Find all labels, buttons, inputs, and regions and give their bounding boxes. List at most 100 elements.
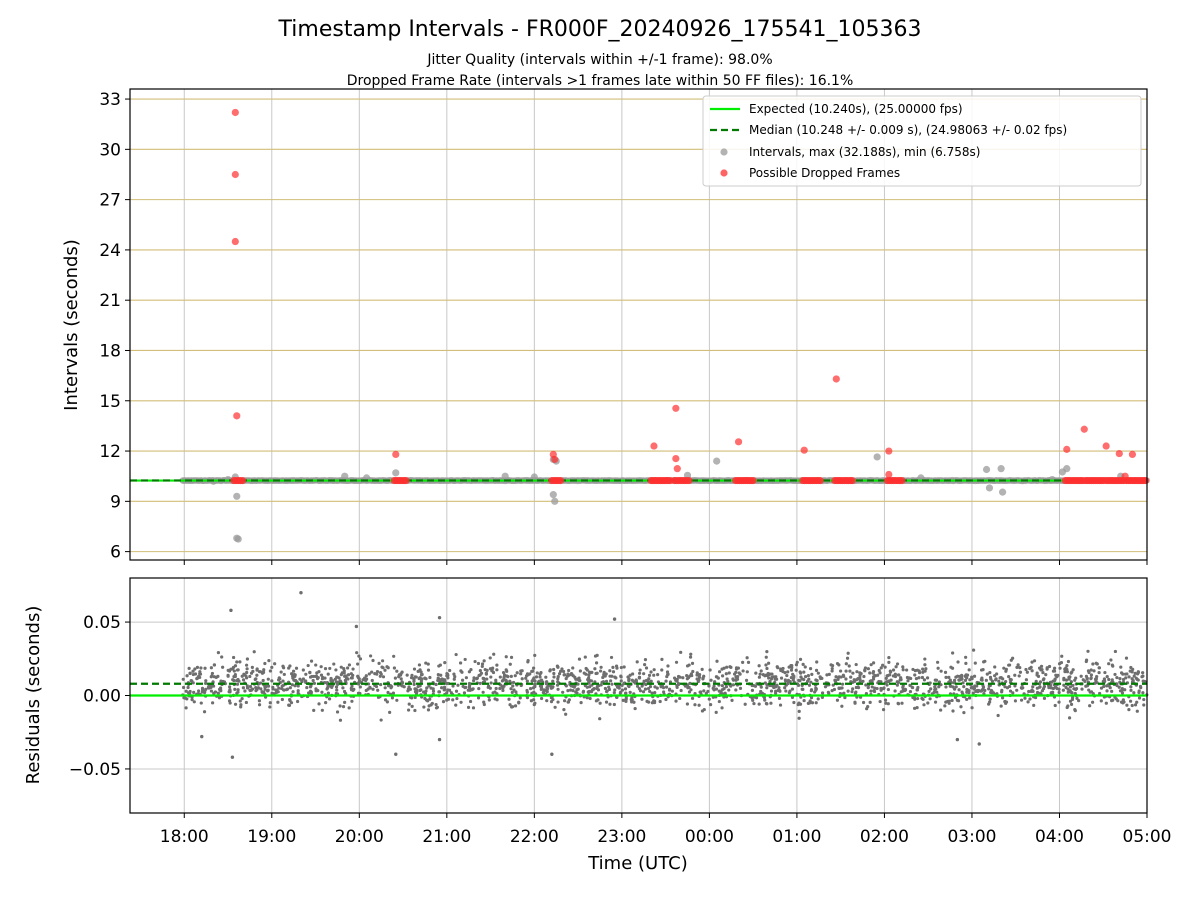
residual-point xyxy=(443,661,447,665)
residual-point xyxy=(922,703,926,707)
residual-point xyxy=(953,687,957,691)
residual-point xyxy=(628,690,632,694)
residual-point xyxy=(662,690,666,694)
residual-point xyxy=(399,677,403,681)
residual-point xyxy=(1116,699,1120,703)
residual-point xyxy=(463,657,467,662)
residual-point xyxy=(530,669,534,673)
residual-point xyxy=(277,676,281,680)
residual-point xyxy=(379,718,383,722)
residual-point xyxy=(1025,670,1029,674)
residual-point xyxy=(988,671,992,675)
residual-point xyxy=(951,709,955,713)
residual-point xyxy=(593,680,597,684)
residual-point xyxy=(560,667,564,671)
residual-point xyxy=(460,670,464,674)
residual-point xyxy=(830,663,835,668)
residual-point xyxy=(473,659,477,664)
residual-point xyxy=(1002,666,1006,670)
residual-point xyxy=(268,669,273,673)
residual-point xyxy=(568,688,573,692)
residual-point xyxy=(261,678,265,683)
residual-point xyxy=(1000,696,1005,700)
residual-point xyxy=(983,688,987,693)
residual-point xyxy=(910,685,914,689)
residual-point xyxy=(1068,689,1072,693)
residual-point xyxy=(758,672,762,676)
residual-point xyxy=(555,683,560,687)
residual-point xyxy=(587,673,591,677)
residual-point xyxy=(587,670,592,674)
residual-point xyxy=(420,677,424,681)
residual-point xyxy=(548,669,552,673)
residual-point xyxy=(810,701,815,705)
residual-point xyxy=(1124,656,1129,660)
residuals-y-tick-label: 0.00 xyxy=(83,687,121,707)
residual-point xyxy=(757,664,761,668)
residual-point xyxy=(285,687,290,691)
residual-point xyxy=(686,675,691,680)
residual-point xyxy=(341,686,345,690)
dropped-frame-point xyxy=(1102,442,1110,450)
residual-point xyxy=(181,685,186,690)
residual-point xyxy=(767,676,771,680)
residual-point xyxy=(1142,703,1146,707)
residual-point xyxy=(649,670,653,674)
residual-point xyxy=(477,673,481,678)
residual-point xyxy=(494,686,498,691)
residual-point xyxy=(913,697,917,701)
residual-point xyxy=(1084,674,1089,679)
residual-point xyxy=(1118,689,1123,693)
residual-point xyxy=(184,706,188,710)
residual-point xyxy=(1110,699,1114,703)
residual-point xyxy=(784,679,788,683)
residual-point xyxy=(197,675,201,679)
residual-point xyxy=(893,674,898,679)
residual-point xyxy=(792,674,796,678)
residual-point xyxy=(323,667,328,671)
residual-point xyxy=(237,679,241,683)
residual-point xyxy=(289,701,294,705)
residual-point xyxy=(954,685,958,689)
residual-point xyxy=(578,669,582,673)
dropped-frame-point xyxy=(1080,425,1088,433)
residual-point xyxy=(338,718,343,722)
residual-point xyxy=(290,683,294,687)
residual-point xyxy=(1091,700,1095,704)
residual-point xyxy=(266,684,271,688)
residual-point xyxy=(943,704,947,708)
residual-point xyxy=(1094,661,1098,665)
residual-point xyxy=(1125,672,1129,676)
residual-point xyxy=(419,688,423,692)
residual-point xyxy=(757,702,761,706)
residual-point xyxy=(809,689,813,693)
residual-point xyxy=(972,687,976,691)
dropped-frame-point xyxy=(231,170,239,179)
residual-point xyxy=(485,668,489,672)
residual-point xyxy=(305,685,309,690)
residual-point xyxy=(883,698,888,702)
residual-point xyxy=(271,687,275,691)
intervals-y-tick-label: 30 xyxy=(99,140,121,160)
residual-point xyxy=(562,708,566,712)
residual-point xyxy=(437,690,442,694)
residual-point xyxy=(637,671,642,675)
residual-point xyxy=(765,650,769,654)
residual-point xyxy=(773,677,777,681)
residual-point xyxy=(1015,688,1019,692)
residual-point xyxy=(666,672,670,676)
residual-point xyxy=(769,677,774,681)
residual-point xyxy=(504,678,508,683)
residual-point xyxy=(495,663,499,667)
residual-point xyxy=(996,713,1000,718)
residual-point xyxy=(319,665,323,669)
residual-point xyxy=(452,677,456,681)
residual-point xyxy=(489,675,493,679)
residual-point xyxy=(866,667,870,671)
residual-point xyxy=(1009,658,1013,662)
residual-point xyxy=(525,696,530,700)
residual-point xyxy=(601,675,605,680)
residual-point xyxy=(1064,678,1069,682)
residual-point xyxy=(309,691,313,696)
residual-point xyxy=(333,677,337,681)
